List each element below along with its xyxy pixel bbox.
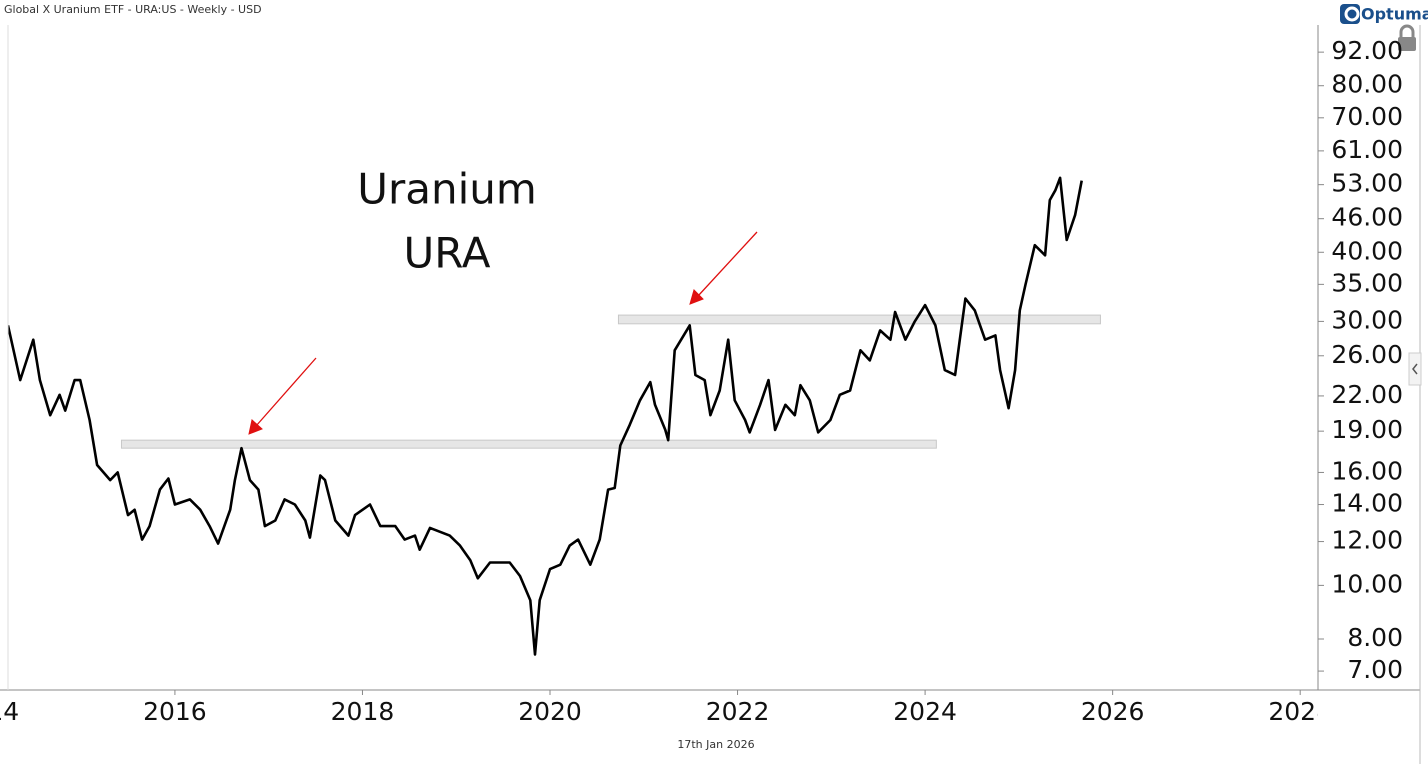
- lock-icon[interactable]: [1398, 24, 1416, 51]
- chart-title: Global X Uranium ETF - URA:US - Weekly -…: [4, 3, 262, 16]
- y-tick-label: 26.00: [1331, 340, 1403, 369]
- y-tick-label: 70.00: [1331, 102, 1403, 131]
- y-tick-label: 12.00: [1331, 526, 1403, 555]
- x-tick-label: 2024: [893, 697, 957, 726]
- y-tick-label: 16.00: [1331, 456, 1403, 485]
- x-tick-label: 2028: [1268, 697, 1332, 726]
- y-tick-label: 35.00: [1331, 268, 1403, 297]
- x-tick-label: 2014: [0, 697, 19, 726]
- y-tick-label: 22.00: [1331, 380, 1403, 409]
- brand-logo: Optuma: [1340, 4, 1428, 24]
- y-tick-label: 53.00: [1331, 169, 1403, 198]
- x-tick-label: 2016: [143, 697, 207, 726]
- y-tick-label: 30.00: [1331, 305, 1403, 334]
- y-tick-label: 8.00: [1347, 623, 1403, 652]
- annotation: Uranium: [357, 165, 537, 214]
- y-tick-label: 92.00: [1331, 36, 1403, 65]
- side-tab[interactable]: [1408, 352, 1422, 386]
- x-axis: 2014 2016 2018 2020 2022 2024 2026 2028: [0, 697, 1332, 726]
- y-tick-label: 10.00: [1331, 569, 1403, 598]
- x-tick-label: 2022: [706, 697, 770, 726]
- y-tick-label: 19.00: [1331, 415, 1403, 444]
- y-tick-label: 61.00: [1331, 135, 1403, 164]
- x-tick-label: 2018: [331, 697, 395, 726]
- price-line: [8, 176, 1083, 656]
- date-label: 17th Jan 2026: [677, 738, 754, 751]
- arrow: [689, 231, 758, 305]
- y-tick-label: 80.00: [1331, 70, 1403, 99]
- plot: [8, 176, 1083, 656]
- annotation: URA: [404, 229, 491, 278]
- y-tick-label: 7.00: [1347, 655, 1403, 684]
- x-tick-label: 2020: [518, 697, 582, 726]
- y-tick-label: 14.00: [1331, 489, 1403, 518]
- level-band: [120, 439, 937, 449]
- arrow: [248, 357, 317, 435]
- x-tick-label: 2026: [1081, 697, 1145, 726]
- brand: Optuma: [1361, 5, 1428, 24]
- level-band: [617, 314, 1101, 325]
- y-tick-label: 46.00: [1331, 203, 1403, 232]
- bands: [120, 314, 1101, 449]
- y-tick-label: 40.00: [1331, 236, 1403, 265]
